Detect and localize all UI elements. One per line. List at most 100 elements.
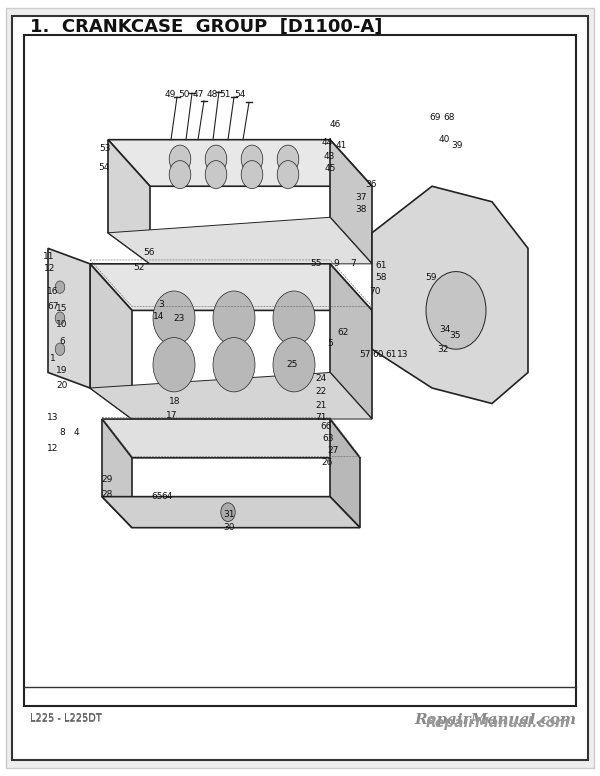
Text: 24: 24 xyxy=(316,374,326,383)
Text: 29: 29 xyxy=(101,475,112,484)
Circle shape xyxy=(277,145,299,173)
Text: 49: 49 xyxy=(164,90,175,99)
Text: 63: 63 xyxy=(322,434,334,443)
Text: 61: 61 xyxy=(385,350,397,359)
Text: 41: 41 xyxy=(335,141,346,151)
Circle shape xyxy=(213,291,255,345)
Text: RepairManual.com: RepairManual.com xyxy=(414,713,576,727)
Text: 18: 18 xyxy=(169,397,181,407)
Circle shape xyxy=(55,312,65,324)
Text: 21: 21 xyxy=(316,401,326,411)
Text: 26: 26 xyxy=(322,458,332,467)
Polygon shape xyxy=(90,372,372,419)
Circle shape xyxy=(55,343,65,355)
FancyBboxPatch shape xyxy=(24,35,576,706)
Circle shape xyxy=(153,338,195,392)
Text: 59: 59 xyxy=(425,272,437,282)
Text: 30: 30 xyxy=(223,523,235,532)
Text: 9: 9 xyxy=(333,259,339,268)
Text: 27: 27 xyxy=(328,445,338,455)
Text: 4: 4 xyxy=(74,428,80,437)
Text: 45: 45 xyxy=(325,164,335,173)
Circle shape xyxy=(241,145,263,173)
Text: 12: 12 xyxy=(44,264,55,273)
Text: 48: 48 xyxy=(207,90,218,99)
Text: 51: 51 xyxy=(219,90,231,99)
Circle shape xyxy=(205,145,227,173)
Circle shape xyxy=(169,145,191,173)
Circle shape xyxy=(205,161,227,189)
Text: 39: 39 xyxy=(451,141,463,151)
Text: 61: 61 xyxy=(375,261,387,270)
Polygon shape xyxy=(330,264,372,419)
Polygon shape xyxy=(108,217,372,264)
Text: L225 - L225DT: L225 - L225DT xyxy=(30,713,102,722)
Text: 56: 56 xyxy=(143,248,155,257)
Text: 38: 38 xyxy=(355,205,367,214)
Polygon shape xyxy=(330,140,372,264)
Circle shape xyxy=(273,291,315,345)
Text: 66: 66 xyxy=(320,422,332,431)
Circle shape xyxy=(426,272,486,349)
Text: 34: 34 xyxy=(440,325,451,334)
Text: 55: 55 xyxy=(310,259,322,268)
Text: 11: 11 xyxy=(43,251,55,261)
Text: 52: 52 xyxy=(134,263,145,272)
Text: 37: 37 xyxy=(355,193,367,203)
Text: 47: 47 xyxy=(193,90,203,99)
Text: 46: 46 xyxy=(329,120,340,129)
Polygon shape xyxy=(330,419,360,528)
Text: 7: 7 xyxy=(350,259,356,268)
Text: 3: 3 xyxy=(158,300,164,310)
Text: 10: 10 xyxy=(56,320,68,329)
Circle shape xyxy=(277,161,299,189)
Polygon shape xyxy=(90,264,132,419)
Text: 70: 70 xyxy=(369,286,381,296)
Polygon shape xyxy=(108,140,150,264)
FancyBboxPatch shape xyxy=(6,8,594,768)
Text: 20: 20 xyxy=(56,381,67,390)
Polygon shape xyxy=(48,248,90,388)
Circle shape xyxy=(169,161,191,189)
Text: 67: 67 xyxy=(47,302,59,311)
Text: 40: 40 xyxy=(439,135,449,144)
Text: 1.  CRANKCASE  GROUP  [D1100-A]: 1. CRANKCASE GROUP [D1100-A] xyxy=(30,17,382,36)
Text: 68: 68 xyxy=(443,113,455,123)
Circle shape xyxy=(213,338,255,392)
Circle shape xyxy=(153,291,195,345)
Text: 16: 16 xyxy=(47,286,59,296)
Text: 44: 44 xyxy=(322,138,332,147)
Circle shape xyxy=(55,281,65,293)
Text: RepairManual.com: RepairManual.com xyxy=(425,716,570,730)
Text: 43: 43 xyxy=(323,152,334,161)
Polygon shape xyxy=(372,186,528,404)
Text: 17: 17 xyxy=(166,411,178,421)
Circle shape xyxy=(241,161,263,189)
Text: 13: 13 xyxy=(397,350,409,359)
Text: 28: 28 xyxy=(101,490,112,499)
Text: 14: 14 xyxy=(154,312,164,321)
Polygon shape xyxy=(90,264,372,310)
Text: 54: 54 xyxy=(98,163,109,172)
Text: 25: 25 xyxy=(287,360,298,369)
Text: 15: 15 xyxy=(56,304,68,314)
Text: 23: 23 xyxy=(173,314,184,323)
Text: 69: 69 xyxy=(429,113,441,123)
Text: 5: 5 xyxy=(327,339,333,348)
Text: 13: 13 xyxy=(47,413,59,422)
Text: 1: 1 xyxy=(50,354,56,363)
Text: 54: 54 xyxy=(235,90,245,99)
Text: 35: 35 xyxy=(449,331,461,340)
Text: 71: 71 xyxy=(315,413,327,422)
Text: 12: 12 xyxy=(47,444,58,453)
Text: 62: 62 xyxy=(338,327,349,337)
Text: 57: 57 xyxy=(359,350,371,359)
Text: 65: 65 xyxy=(151,492,163,501)
Circle shape xyxy=(273,338,315,392)
Polygon shape xyxy=(108,140,372,186)
Text: 22: 22 xyxy=(316,387,326,397)
Circle shape xyxy=(221,503,235,521)
Polygon shape xyxy=(102,419,360,458)
Text: 6: 6 xyxy=(59,337,65,346)
Text: 31: 31 xyxy=(223,510,235,519)
